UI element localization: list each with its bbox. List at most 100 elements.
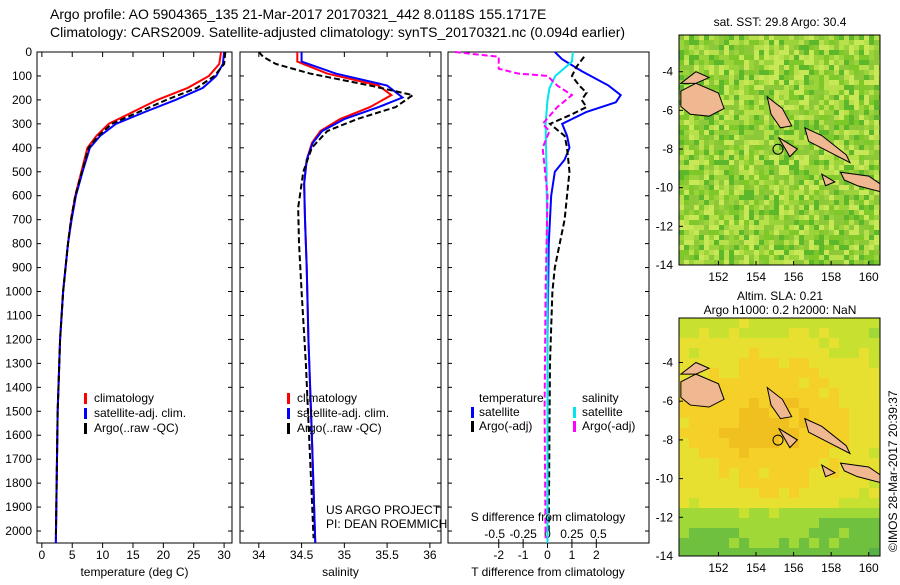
map-cell [739,210,744,215]
map-cell [744,185,749,190]
map-cell [699,478,709,488]
map-cell [759,35,764,40]
map-cell [714,175,719,180]
map-cell [839,230,844,235]
map-cell [689,458,699,468]
map-cell [754,150,759,155]
map-cell [784,190,789,195]
map-cell [834,40,839,45]
map-cell [799,378,809,388]
map-cell [739,398,749,408]
map-cell [684,55,689,60]
map-cell [829,378,839,388]
map-cell [759,518,769,528]
map-cell [754,80,759,85]
map-cell [789,210,794,215]
map-cell [759,225,764,230]
map-cell [679,518,689,528]
map-cell [849,155,854,160]
map-cell [874,205,879,210]
map-cell [824,170,829,175]
map-cell [839,220,844,225]
map-cell [744,215,749,220]
map-cell [699,250,704,255]
map-cell [779,358,789,368]
map-cell [824,100,829,105]
map-cell [829,240,834,245]
map-cell [764,245,769,250]
map-cell [694,165,699,170]
map-cell [679,260,684,265]
map-cell [704,145,709,150]
map-cell [834,185,839,190]
map-cell [854,85,859,90]
map-cell [839,70,844,75]
map-cell [739,358,749,368]
map-cell [859,408,869,418]
map-cell [744,110,749,115]
map-cell [749,75,754,80]
map-cell [779,478,789,488]
map-cell [834,95,839,100]
map-cell [729,65,734,70]
map-cell [769,488,779,498]
map-cell [684,235,689,240]
map-cell [739,458,749,468]
map-cell [749,110,754,115]
map-cell [729,175,734,180]
map-cell [849,488,859,498]
x-axis-label: salinity [322,565,359,579]
map-cell [799,200,804,205]
map-cell [869,110,874,115]
map-cell [764,100,769,105]
map-cell [734,90,739,95]
map-cell [854,125,859,130]
map-cell [724,215,729,220]
map-cell [874,80,879,85]
map-cell [794,175,799,180]
map-cell [839,348,849,358]
map-cell [754,165,759,170]
map-cell [819,125,824,130]
map-cell [734,260,739,265]
map-cell [699,528,709,538]
map-cell [724,230,729,235]
map-cell [779,508,789,518]
map-cell [694,175,699,180]
map-cell [769,250,774,255]
map-cell [874,140,879,145]
map-cell [854,80,859,85]
map-cell [859,70,864,75]
map-cell [779,230,784,235]
map-cell [784,245,789,250]
map-cell [709,70,714,75]
map-cell [739,40,744,45]
map-cell [849,418,859,428]
map-cell [849,448,859,458]
map-cell [804,50,809,55]
map-cell [734,245,739,250]
map-cell [834,105,839,110]
map-cell [719,210,724,215]
y-tick-label: 1200 [5,332,32,346]
map-cell [829,165,834,170]
map-cell [779,40,784,45]
map-cell [779,80,784,85]
map-cell [849,35,854,40]
map-cell [834,195,839,200]
map-cell [729,100,734,105]
map-cell [694,155,699,160]
map-cell [829,528,839,538]
map-cell [759,338,769,348]
map-cell [869,225,874,230]
map-cell [699,438,709,448]
map-cell [799,338,809,348]
map-cell [784,45,789,50]
map-cell [684,250,689,255]
salinity-panel: 34 34.5 35 35.5 36salinityclimatologysatelli… [239,51,447,579]
map-cell [744,235,749,240]
map-cell [739,498,749,508]
map-cell [829,130,834,135]
map-cell [804,250,809,255]
map-cell [769,200,774,205]
